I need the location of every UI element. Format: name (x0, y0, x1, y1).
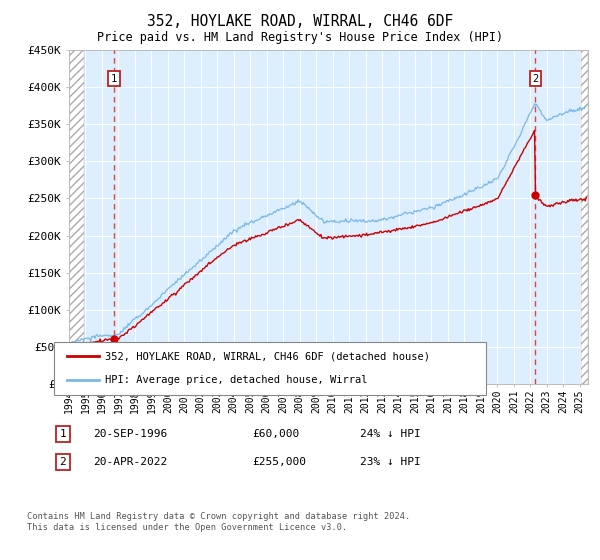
Bar (581, 50, 588, 384)
Text: 352, HOYLAKE ROAD, WIRRAL, CH46 6DF: 352, HOYLAKE ROAD, WIRRAL, CH46 6DF (147, 14, 453, 29)
Bar (69, 50, 84, 384)
Text: 2: 2 (59, 457, 67, 467)
Text: 352, HOYLAKE ROAD, WIRRAL, CH46 6DF (detached house): 352, HOYLAKE ROAD, WIRRAL, CH46 6DF (det… (105, 352, 430, 362)
Text: Contains HM Land Registry data © Crown copyright and database right 2024.
This d: Contains HM Land Registry data © Crown c… (27, 512, 410, 532)
Text: 1: 1 (59, 429, 67, 439)
Text: 1: 1 (110, 74, 117, 84)
Text: 2: 2 (532, 74, 538, 84)
Text: 20-APR-2022: 20-APR-2022 (93, 457, 167, 467)
Text: £255,000: £255,000 (252, 457, 306, 467)
Text: 23% ↓ HPI: 23% ↓ HPI (360, 457, 421, 467)
Text: 20-SEP-1996: 20-SEP-1996 (93, 429, 167, 439)
Text: Price paid vs. HM Land Registry's House Price Index (HPI): Price paid vs. HM Land Registry's House … (97, 31, 503, 44)
Text: 24% ↓ HPI: 24% ↓ HPI (360, 429, 421, 439)
Text: HPI: Average price, detached house, Wirral: HPI: Average price, detached house, Wirr… (105, 375, 367, 385)
Text: £60,000: £60,000 (252, 429, 299, 439)
